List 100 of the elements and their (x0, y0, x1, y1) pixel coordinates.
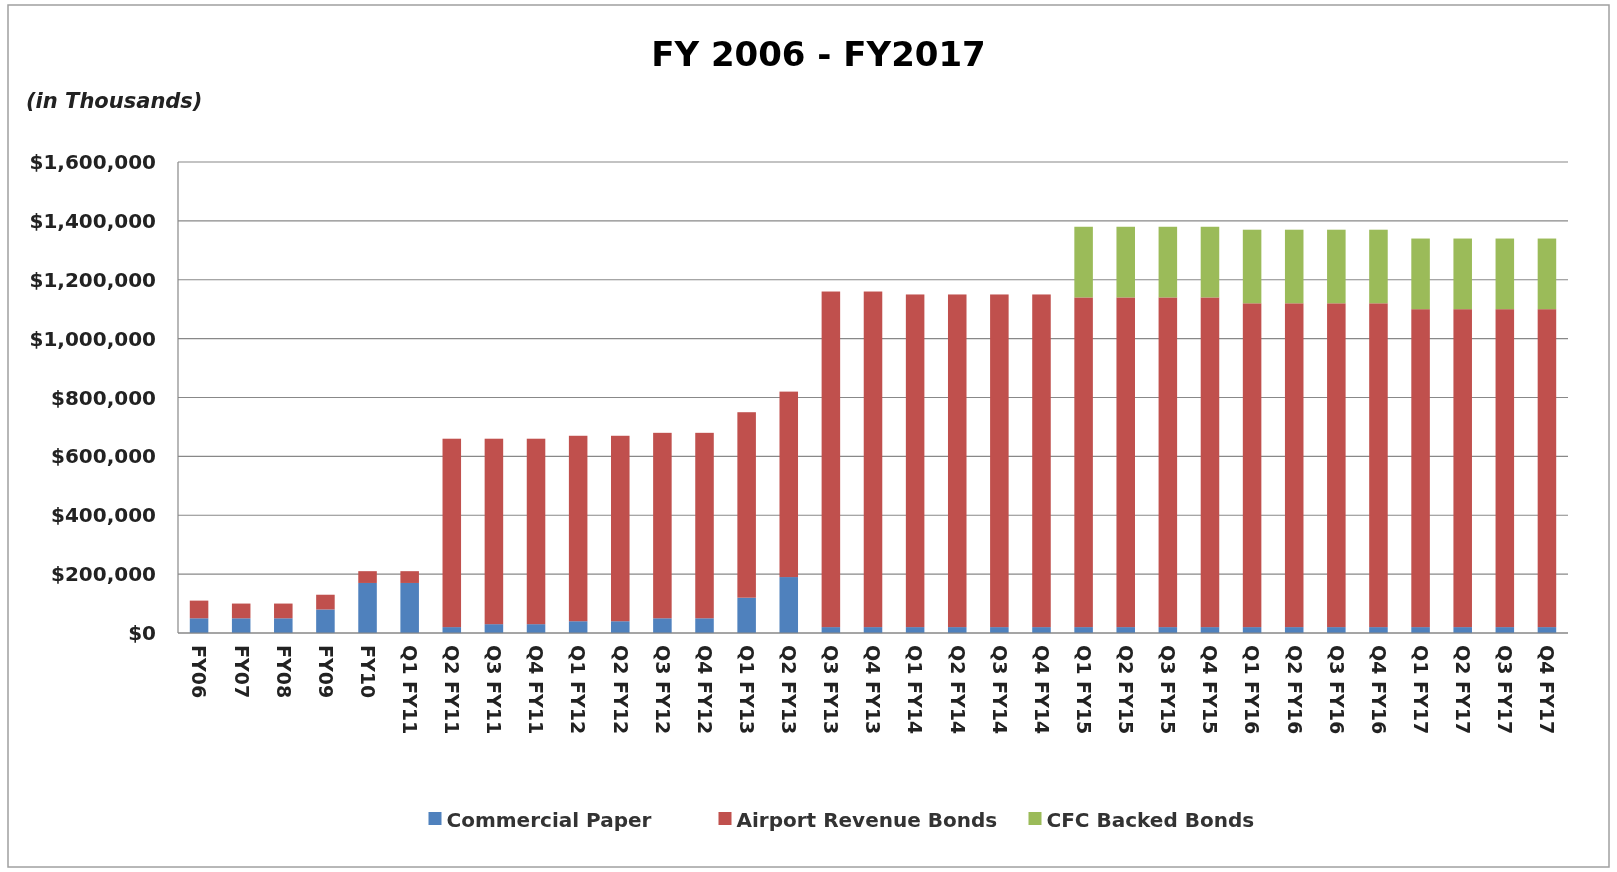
x-tick-label: Q2 FY12 (609, 645, 632, 735)
bar (695, 432, 714, 619)
bar (1284, 229, 1304, 304)
bar (274, 603, 293, 619)
bar (1284, 303, 1304, 628)
bar (1242, 229, 1262, 304)
bar (358, 571, 377, 583)
bar (990, 294, 1009, 628)
bar (1032, 294, 1051, 628)
bar (1453, 238, 1472, 310)
x-tick-label: Q4 FY14 (1030, 645, 1053, 735)
x-tick-label: Q2 FY15 (1115, 645, 1138, 735)
bar (779, 577, 799, 633)
x-tick-label: Q1 FY16 (1241, 645, 1264, 735)
bar (1200, 226, 1220, 298)
bar (737, 597, 756, 633)
chart-title: FY 2006 - FY2017 (651, 34, 986, 74)
bar (611, 435, 630, 622)
bar (568, 435, 588, 622)
bar (695, 618, 714, 633)
legend-label: CFC Backed Bonds (1046, 808, 1255, 832)
bar (189, 618, 209, 633)
bar (1453, 309, 1472, 628)
legend-label: Commercial Paper (446, 808, 652, 832)
bar (863, 291, 883, 628)
bar (231, 618, 251, 633)
x-tick-label: Q2 FY11 (441, 645, 464, 735)
bar (1411, 309, 1430, 628)
x-tick-label: Q3 FY15 (1157, 645, 1180, 735)
y-tick-label: $0 (128, 621, 156, 645)
bar (653, 432, 672, 619)
x-tick-label: Q4 FY12 (693, 645, 716, 735)
x-tick-label: Q4 FY16 (1367, 645, 1390, 735)
x-tick-label: FY10 (356, 645, 379, 699)
y-tick-label: $600,000 (50, 444, 156, 469)
bar (231, 603, 251, 619)
x-tick-label: Q3 FY17 (1494, 645, 1517, 735)
x-tick-label: Q4 FY17 (1536, 645, 1559, 735)
bar (400, 571, 419, 583)
x-tick-label: Q1 FY12 (567, 645, 590, 735)
x-tick-label: Q4 FY13 (862, 645, 885, 735)
y-tick-label: $400,000 (50, 503, 156, 528)
bar (568, 621, 588, 633)
bar (484, 438, 504, 625)
y-tick-label: $1,000,000 (29, 326, 156, 351)
x-tick-label: Q3 FY11 (483, 645, 506, 735)
y-tick-label: $800,000 (50, 385, 156, 410)
bar (737, 412, 756, 598)
y-tick-label: $1,200,000 (29, 267, 156, 292)
bar (1327, 229, 1346, 304)
x-tick-label: Q2 FY14 (946, 645, 969, 735)
x-tick-label: FY07 (230, 645, 253, 699)
x-tick-label: Q1 FY13 (735, 645, 758, 735)
bar (821, 291, 841, 628)
bar (400, 582, 419, 633)
bar (1242, 303, 1262, 628)
bar (1158, 297, 1178, 628)
bar (1495, 309, 1515, 628)
bar (189, 600, 209, 619)
x-tick-label: Q3 FY12 (651, 645, 674, 735)
bar (905, 294, 925, 628)
bar (358, 582, 377, 633)
x-tick-label: Q1 FY11 (399, 645, 422, 735)
bar (316, 609, 335, 633)
bar (1495, 238, 1515, 310)
x-tick-label: FY09 (314, 645, 337, 699)
bar (274, 618, 293, 633)
bar (526, 438, 546, 625)
bar (316, 594, 335, 610)
bar (947, 294, 967, 628)
x-tick-label: Q4 FY11 (525, 645, 548, 735)
bar (1369, 229, 1388, 304)
y-tick-label: $1,400,000 (29, 208, 156, 233)
x-tick-label: Q3 FY16 (1325, 645, 1348, 735)
bar (653, 618, 672, 633)
bar (1158, 226, 1178, 298)
x-tick-label: Q4 FY15 (1199, 645, 1222, 735)
x-tick-label: Q2 FY16 (1283, 645, 1306, 735)
y-tick-label: $1,600,000 (29, 150, 156, 174)
bar (442, 438, 462, 628)
x-tick-label: Q2 FY17 (1452, 645, 1475, 735)
bar (1369, 303, 1388, 628)
text: (in Thousands) (26, 89, 203, 113)
bar (1074, 297, 1093, 628)
bar (1116, 297, 1135, 628)
legend-label: Airport Revenue Bonds (736, 808, 998, 832)
bar (611, 621, 630, 633)
bar (1327, 303, 1346, 628)
bar (1411, 238, 1430, 310)
y-tick-label: $200,000 (50, 562, 156, 587)
bar (1116, 226, 1135, 298)
x-tick-label: Q2 FY13 (778, 645, 801, 735)
bar (1537, 238, 1557, 310)
bar (1200, 297, 1220, 628)
bar (1537, 309, 1557, 628)
x-tick-label: Q1 FY17 (1409, 645, 1432, 735)
x-tick-label: Q3 FY13 (820, 645, 843, 735)
x-tick-label: Q1 FY15 (1072, 645, 1095, 735)
bar (779, 391, 799, 578)
x-tick-label: FY06 (188, 645, 211, 699)
